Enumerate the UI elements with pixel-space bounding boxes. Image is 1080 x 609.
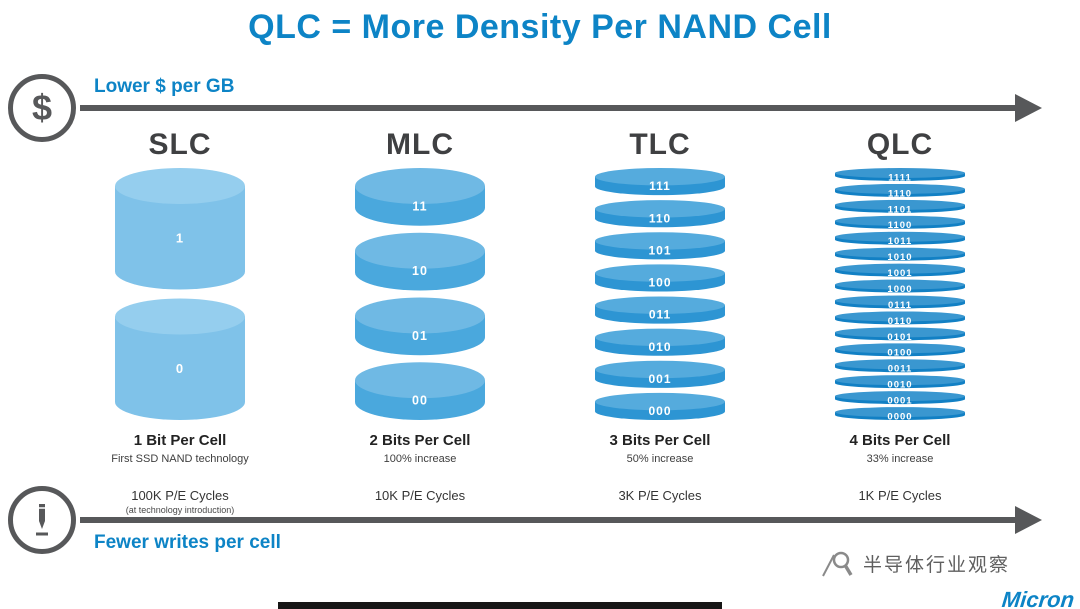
pe-cycles-label: 100K P/E Cycles [131,488,229,503]
cell-stack-cylinder: 1111 1110 1101 1100 1011 1010 1001 1000 0111 0110… [835,168,965,422]
pe-cycles-label: 3K P/E Cycles [618,488,702,503]
svg-text:011: 011 [649,308,671,322]
bottom-bar [278,602,722,609]
increase-note: 100% increase [383,453,457,465]
bits-per-cell-label: 4 Bits Per Cell [849,432,951,449]
svg-text:00: 00 [412,394,428,408]
pen-icon [8,486,76,554]
svg-text:1100: 1100 [888,220,913,231]
svg-text:1001: 1001 [887,268,912,279]
svg-text:1011: 1011 [888,236,913,247]
watermark-text: 半导体行业观察 [862,554,1010,576]
watermark: 半导体行业观察 [821,548,1010,578]
pe-cycles-label: 10K P/E Cycles [374,488,466,503]
page-title: QLC = More Density Per NAND Cell [248,8,832,46]
nand-column: TLC 111 110 101 100 011 010 001 000 3 Bits Per … [540,128,780,516]
svg-text:101: 101 [648,243,671,257]
increase-note: First SSD NAND technology [111,453,249,465]
svg-text:0: 0 [176,361,184,376]
svg-text:001: 001 [648,372,671,386]
cell-type-heading: TLC [629,128,691,161]
cell-type-heading: MLC [386,128,454,161]
svg-text:110: 110 [649,211,671,225]
svg-text:0101: 0101 [887,332,912,343]
svg-text:1110: 1110 [888,188,912,199]
endurance-axis-label: Fewer writes per cell [94,532,281,553]
pen-glyph [36,504,48,536]
endurance-axis-arrow-head [1015,506,1042,534]
increase-note: 33% increase [866,453,934,465]
svg-text:010: 010 [648,340,671,354]
cell-stack-cylinder: 11 10 01 00 [355,168,485,420]
svg-text:100: 100 [648,276,671,290]
svg-text:0100: 0100 [887,348,912,359]
svg-text:11: 11 [412,199,427,213]
cost-axis: $ Lower $ per GB [0,74,1080,148]
svg-text:10: 10 [412,264,428,278]
pe-cycles-note: (at technology introduction) [125,505,235,515]
bits-per-cell-label: 1 Bit Per Cell [133,432,227,449]
magnifier-icon [822,551,853,577]
dollar-icon: $ [8,74,76,142]
svg-text:1101: 1101 [888,204,913,215]
cost-axis-label: Lower $ per GB [94,76,235,97]
cost-axis-arrow-line [80,105,1016,111]
bits-per-cell-label: 2 Bits Per Cell [369,432,471,449]
svg-text:1: 1 [176,230,184,245]
svg-text:0011: 0011 [888,364,913,375]
svg-text:0010: 0010 [887,380,912,391]
nand-column: QLC 1111 1110 1101 1100 1011 1010 1001 1000 0111… [780,128,1020,516]
micron-logo: Micron [1000,587,1076,609]
pe-cycles-label: 1K P/E Cycles [858,488,942,503]
svg-text:1000: 1000 [887,284,912,295]
nand-column: MLC 11 10 01 00 2 Bits Per Cell 100% increa… [300,128,540,516]
svg-text:0001: 0001 [887,396,912,407]
cost-axis-arrow-head [1015,94,1042,122]
svg-text:1010: 1010 [887,252,912,263]
cell-stack-cylinder: 111 110 101 100 011 010 001 000 [595,168,725,420]
svg-text:1111: 1111 [888,172,912,183]
bits-per-cell-label: 3 Bits Per Cell [609,432,711,449]
svg-text:0111: 0111 [888,300,912,311]
endurance-axis-arrow-line [80,517,1016,523]
svg-text:01: 01 [412,329,428,343]
svg-text:0000: 0000 [887,411,912,422]
increase-note: 50% increase [626,453,694,465]
cell-stack-cylinder: 10 [115,168,245,420]
svg-text:0110: 0110 [888,316,913,327]
cell-type-heading: SLC [148,128,212,161]
endurance-axis: Fewer writes per cell [0,486,1080,576]
cell-type-heading: QLC [866,128,934,161]
svg-text:000: 000 [648,404,671,418]
svg-text:111: 111 [649,179,671,193]
